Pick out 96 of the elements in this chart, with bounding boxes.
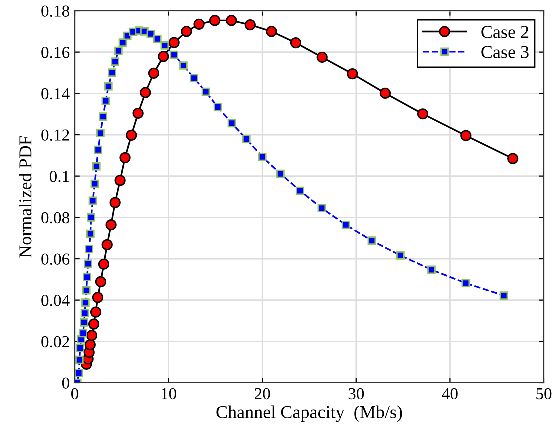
point: [148, 68, 160, 79]
point: [102, 239, 113, 251]
y-axis-title: Normalized PDF: [19, 136, 32, 258]
point: [168, 37, 180, 48]
point: [90, 180, 100, 188]
point: [507, 153, 519, 164]
point: [258, 152, 267, 162]
point: [99, 112, 108, 121]
point: [276, 170, 285, 178]
point: [160, 42, 170, 50]
point: [228, 119, 236, 128]
point: [132, 108, 144, 120]
point: [500, 292, 508, 300]
y-tick-label: 0.18: [42, 6, 70, 18]
x-tick-label: 50: [536, 388, 552, 400]
point: [76, 344, 85, 352]
point: [111, 58, 120, 66]
point: [126, 130, 138, 141]
point: [396, 252, 405, 260]
point: [84, 339, 96, 351]
point: [170, 50, 178, 60]
y-tick-label: 0.04: [42, 295, 70, 306]
y-tick-label: 0.12: [42, 130, 70, 142]
point: [84, 260, 92, 268]
point: [296, 186, 304, 196]
point: [209, 15, 221, 26]
point: [96, 129, 105, 138]
y-tick-label: 0.02: [42, 336, 70, 348]
point: [79, 329, 88, 338]
point: [94, 146, 103, 154]
point: [158, 51, 170, 62]
point: [80, 309, 90, 318]
point: [194, 18, 205, 30]
point: [92, 162, 101, 171]
point: [108, 68, 116, 77]
point: [114, 46, 123, 56]
y-tick-label: 0.14: [42, 88, 70, 100]
point: [86, 230, 95, 238]
point: [83, 273, 92, 282]
point: [146, 30, 156, 38]
point: [242, 135, 251, 144]
point: [104, 82, 113, 91]
y-tick-label: 0.06: [42, 254, 70, 266]
x-tick-label: 40: [442, 388, 458, 400]
point: [462, 279, 470, 288]
point: [86, 330, 98, 342]
y-tick-label: 0.08: [42, 212, 70, 224]
x-axis-title: Channel Capacity (Mb/s): [216, 406, 402, 422]
point: [76, 356, 84, 364]
legend-label: Case 3: [482, 46, 529, 58]
x-tick-label: 0: [71, 388, 79, 400]
point: [290, 37, 302, 49]
point: [75, 369, 84, 378]
point: [110, 197, 121, 208]
point: [85, 245, 94, 254]
point: [88, 196, 98, 206]
x-tick-label: 10: [162, 388, 176, 400]
point: [226, 15, 238, 26]
point: [82, 298, 90, 307]
point: [180, 62, 188, 70]
x-tick-label: 30: [348, 388, 364, 400]
point: [95, 276, 107, 288]
point: [88, 318, 100, 330]
y-tick-label: 0.1: [50, 171, 70, 182]
legend-label: Case 2: [482, 26, 529, 38]
point: [120, 152, 131, 164]
point: [106, 220, 117, 231]
point: [266, 26, 278, 38]
point: [118, 38, 128, 47]
point: [114, 175, 126, 186]
point: [428, 266, 436, 274]
point: [316, 52, 328, 64]
point: [181, 26, 192, 38]
point: [244, 19, 256, 31]
point: [87, 214, 96, 222]
point: [368, 236, 376, 245]
point: [153, 34, 162, 44]
point: [80, 318, 88, 327]
point: [417, 108, 429, 120]
point: [347, 68, 358, 80]
y-tick-label: 0: [62, 378, 70, 389]
point: [318, 204, 326, 213]
point: [190, 74, 198, 83]
point: [214, 103, 222, 112]
y-tick-label: 0.16: [42, 47, 70, 58]
x-tick-label: 20: [255, 388, 270, 400]
point: [82, 286, 91, 295]
point: [460, 130, 472, 142]
point: [92, 292, 104, 304]
point: [202, 88, 210, 96]
point: [140, 87, 152, 98]
point: [90, 306, 102, 318]
point: [342, 220, 350, 230]
point: [102, 96, 110, 106]
point: [98, 258, 110, 270]
point: [380, 88, 392, 100]
